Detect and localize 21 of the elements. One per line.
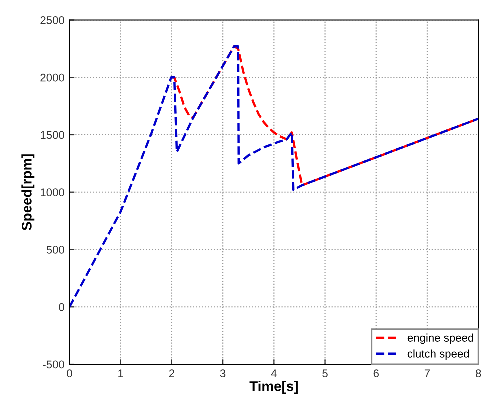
x-tick-label: 3	[220, 370, 226, 378]
x-tick-label: 4	[271, 370, 277, 378]
x-tick-label: 8	[476, 370, 481, 378]
x-tick-label: 0	[67, 370, 72, 378]
line-series	[70, 46, 479, 308]
x-tick-label: 7	[424, 370, 430, 378]
y-tick-label: 0	[59, 303, 64, 312]
x-axis-title: Time[s]	[250, 381, 298, 394]
y-tick-label: 2500	[40, 16, 64, 24]
legend-label: clutch speed	[408, 350, 470, 360]
x-tick-label: 6	[374, 370, 379, 378]
y-axis-title: Speed[rpm]	[22, 154, 35, 231]
legend-label: engine speed	[408, 334, 474, 344]
y-tick-label: 1500	[41, 131, 64, 140]
x-tick-label: 1	[118, 370, 124, 378]
x-tick-label: 2	[169, 370, 174, 378]
y-tick-label: 1000	[41, 188, 64, 197]
y-tick-label: -500	[43, 360, 64, 369]
y-tick-label: 2000	[40, 74, 64, 82]
y-tick-label: 500	[46, 246, 64, 254]
x-tick-label: 5	[322, 370, 328, 378]
